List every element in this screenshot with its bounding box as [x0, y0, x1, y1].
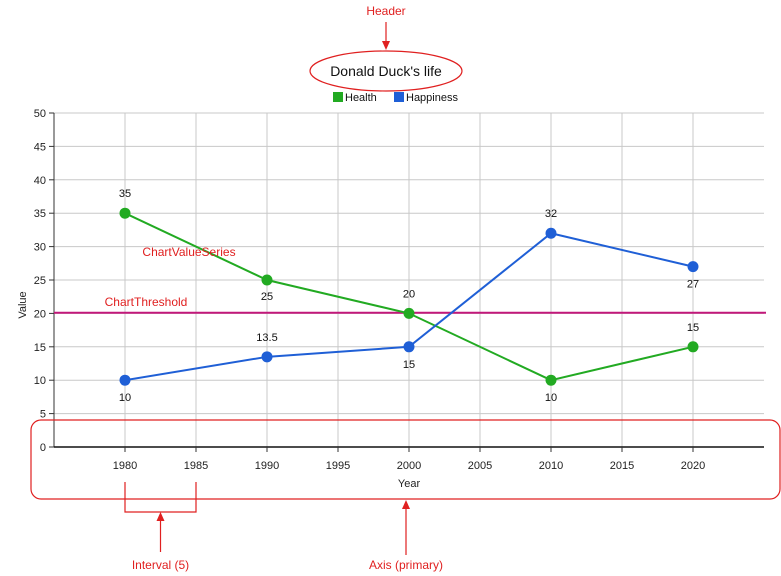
annotation-interval-arrowhead — [156, 512, 165, 521]
data-point-happiness[interactable] — [119, 374, 131, 386]
data-label: 32 — [545, 208, 557, 220]
annotation-axis-box — [30, 419, 781, 500]
x-tick-label: 1985 — [184, 460, 208, 472]
y-tick-label: 30 — [34, 242, 46, 254]
annotation-interval-bracket — [124, 482, 197, 513]
annotation-header-arrowhead — [382, 41, 390, 50]
data-point-health[interactable] — [403, 307, 415, 319]
y-axis-title: Value — [17, 291, 29, 318]
y-tick-label: 40 — [34, 175, 46, 187]
chart-title: Donald Duck's life — [330, 63, 442, 79]
data-label: 10 — [119, 392, 131, 404]
y-tick-label: 15 — [34, 342, 46, 354]
x-tick-label: 1995 — [326, 460, 350, 472]
legend-swatch-health — [333, 92, 343, 102]
data-point-happiness[interactable] — [261, 351, 273, 363]
annotations: Header ChartValueSeries ChartThreshold I… — [30, 4, 781, 572]
y-tick-label: 0 — [40, 442, 46, 454]
annotation-interval: Interval (5) — [132, 558, 189, 572]
data-label: 13.5 — [256, 332, 277, 344]
data-labels: 35 25 20 10 15 10 13.5 15 32 27 — [119, 188, 699, 404]
x-tick-labels: 1980 1985 1990 1995 2000 2005 2010 2015 2020 — [113, 447, 705, 472]
annotation-axis: Axis (primary) — [369, 558, 443, 572]
data-point-health[interactable] — [545, 374, 557, 386]
x-tick-label: 2020 — [681, 460, 705, 472]
title-highlight-ellipse — [309, 50, 463, 92]
y-tick-labels: 0 5 10 15 20 25 30 35 40 45 50 — [34, 108, 54, 454]
data-label: 35 — [119, 188, 131, 200]
data-point-health[interactable] — [119, 207, 131, 219]
legend-label-health: Health — [345, 92, 377, 104]
data-point-health[interactable] — [687, 341, 699, 353]
y-tick-label: 10 — [34, 375, 46, 387]
data-point-happiness[interactable] — [545, 227, 557, 239]
x-tick-label: 2000 — [397, 460, 421, 472]
x-tick-label: 2010 — [539, 460, 563, 472]
data-label: 27 — [687, 279, 699, 291]
data-label: 15 — [403, 359, 415, 371]
y-tick-label: 35 — [34, 208, 46, 220]
x-tick-label: 2005 — [468, 460, 492, 472]
data-point-health[interactable] — [261, 274, 273, 286]
y-tick-label: 50 — [34, 108, 46, 120]
data-point-happiness[interactable] — [403, 341, 415, 353]
y-tick-label: 45 — [34, 141, 46, 153]
annotation-header: Header — [366, 4, 405, 18]
legend-label-happiness: Happiness — [406, 92, 458, 104]
annotation-axis-arrowhead — [402, 500, 410, 509]
series — [119, 207, 699, 386]
x-axis-title: Year — [398, 478, 421, 490]
data-label: 25 — [261, 291, 273, 303]
annotation-series: ChartValueSeries — [142, 245, 235, 259]
x-tick-label: 1990 — [255, 460, 279, 472]
y-tick-label: 20 — [34, 308, 46, 320]
legend-swatch-happiness — [394, 92, 404, 102]
y-tick-label: 5 — [40, 409, 46, 421]
data-label: 20 — [403, 288, 415, 300]
grid — [54, 112, 764, 448]
data-point-happiness[interactable] — [687, 261, 699, 273]
x-tick-label: 2015 — [610, 460, 634, 472]
data-label: 10 — [545, 392, 557, 404]
annotation-threshold: ChartThreshold — [105, 295, 188, 309]
y-tick-label: 25 — [34, 275, 46, 287]
legend: Health Happiness — [333, 92, 458, 104]
data-label: 15 — [687, 322, 699, 334]
x-tick-label: 1980 — [113, 460, 137, 472]
